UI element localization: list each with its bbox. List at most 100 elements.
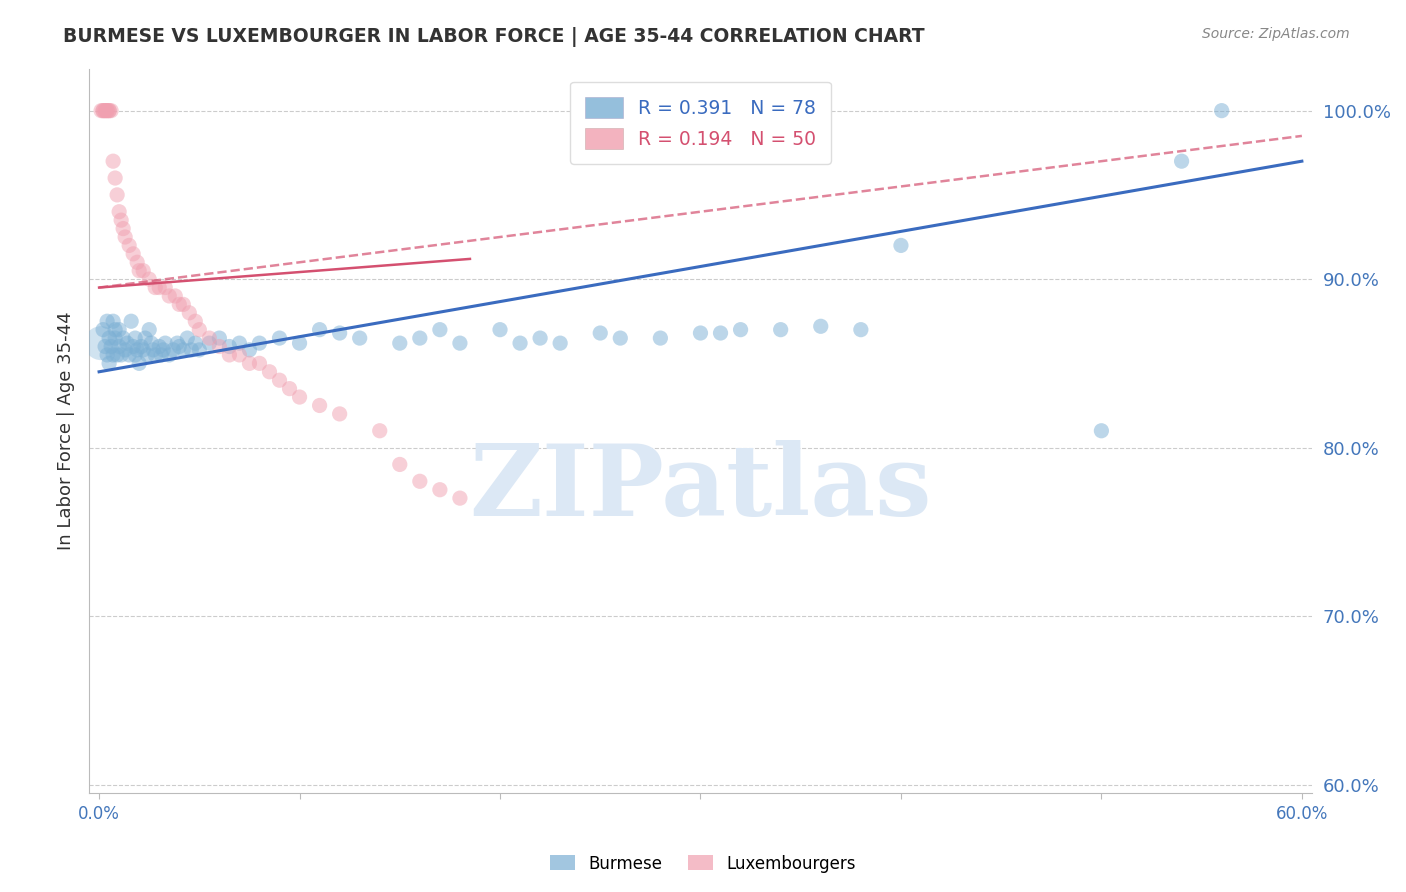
Point xyxy=(91,103,114,118)
Point xyxy=(184,336,207,351)
Point xyxy=(94,103,117,118)
Point xyxy=(104,331,127,345)
Point xyxy=(94,103,117,118)
Y-axis label: In Labor Force | Age 35-44: In Labor Force | Age 35-44 xyxy=(58,311,75,550)
Point xyxy=(150,348,173,362)
Point xyxy=(589,326,612,340)
Point xyxy=(138,323,160,337)
Point xyxy=(278,382,301,396)
Point xyxy=(165,289,187,303)
Point xyxy=(105,348,128,362)
Point xyxy=(176,331,198,345)
Point xyxy=(101,154,124,169)
Point xyxy=(172,343,194,357)
Point xyxy=(100,339,122,353)
Point xyxy=(120,314,142,328)
Point xyxy=(157,289,180,303)
Point xyxy=(115,336,138,351)
Point xyxy=(388,458,411,472)
Point xyxy=(198,336,221,351)
Point xyxy=(169,297,191,311)
Point xyxy=(127,255,149,269)
Point xyxy=(849,323,872,337)
Point xyxy=(429,323,451,337)
Point xyxy=(548,336,571,351)
Point xyxy=(308,323,330,337)
Point xyxy=(810,319,832,334)
Point xyxy=(142,343,165,357)
Point xyxy=(100,103,122,118)
Point xyxy=(132,343,155,357)
Point xyxy=(110,348,132,362)
Point xyxy=(98,103,121,118)
Point xyxy=(730,323,752,337)
Text: ZIPatlas: ZIPatlas xyxy=(470,441,932,537)
Point xyxy=(218,339,240,353)
Point xyxy=(138,272,160,286)
Point xyxy=(132,263,155,277)
Point xyxy=(269,331,291,345)
Text: Source: ZipAtlas.com: Source: ZipAtlas.com xyxy=(1202,27,1350,41)
Point xyxy=(449,336,471,351)
Point xyxy=(308,399,330,413)
Point xyxy=(152,343,174,357)
Point xyxy=(108,204,131,219)
Point xyxy=(128,263,150,277)
Point xyxy=(1170,154,1192,169)
Point xyxy=(409,331,432,345)
Point xyxy=(108,323,131,337)
Point xyxy=(238,343,260,357)
Point xyxy=(127,343,149,357)
Point xyxy=(129,339,152,353)
Point xyxy=(124,348,146,362)
Point xyxy=(91,103,114,118)
Point xyxy=(141,336,163,351)
Point xyxy=(122,247,145,261)
Point xyxy=(157,348,180,362)
Point xyxy=(228,336,250,351)
Point xyxy=(188,343,211,357)
Point xyxy=(180,343,202,357)
Point xyxy=(529,331,551,345)
Point xyxy=(96,103,118,118)
Point xyxy=(143,348,166,362)
Point xyxy=(238,356,260,370)
Point xyxy=(769,323,792,337)
Point xyxy=(449,491,471,505)
Point xyxy=(162,343,184,357)
Point xyxy=(890,238,912,252)
Point xyxy=(218,348,240,362)
Point xyxy=(509,336,531,351)
Point xyxy=(114,230,136,244)
Point xyxy=(104,323,127,337)
Point xyxy=(249,336,271,351)
Point xyxy=(118,238,141,252)
Point xyxy=(98,103,121,118)
Point xyxy=(94,339,117,353)
Point xyxy=(108,339,131,353)
Point xyxy=(114,343,136,357)
Point xyxy=(208,331,231,345)
Point xyxy=(98,331,121,345)
Point xyxy=(1211,103,1233,118)
Point xyxy=(112,221,135,235)
Point xyxy=(96,314,118,328)
Point xyxy=(124,331,146,345)
Point xyxy=(259,365,281,379)
Point xyxy=(166,336,188,351)
Text: BURMESE VS LUXEMBOURGER IN LABOR FORCE | AGE 35-44 CORRELATION CHART: BURMESE VS LUXEMBOURGER IN LABOR FORCE |… xyxy=(63,27,925,46)
Point xyxy=(208,339,231,353)
Point xyxy=(709,326,731,340)
Point xyxy=(288,336,311,351)
Point xyxy=(148,339,170,353)
Point xyxy=(105,187,128,202)
Point xyxy=(96,103,118,118)
Point xyxy=(689,326,711,340)
Point xyxy=(429,483,451,497)
Point xyxy=(228,348,250,362)
Point xyxy=(122,339,145,353)
Point xyxy=(368,424,391,438)
Point xyxy=(269,373,291,387)
Point xyxy=(101,348,124,362)
Point xyxy=(198,331,221,345)
